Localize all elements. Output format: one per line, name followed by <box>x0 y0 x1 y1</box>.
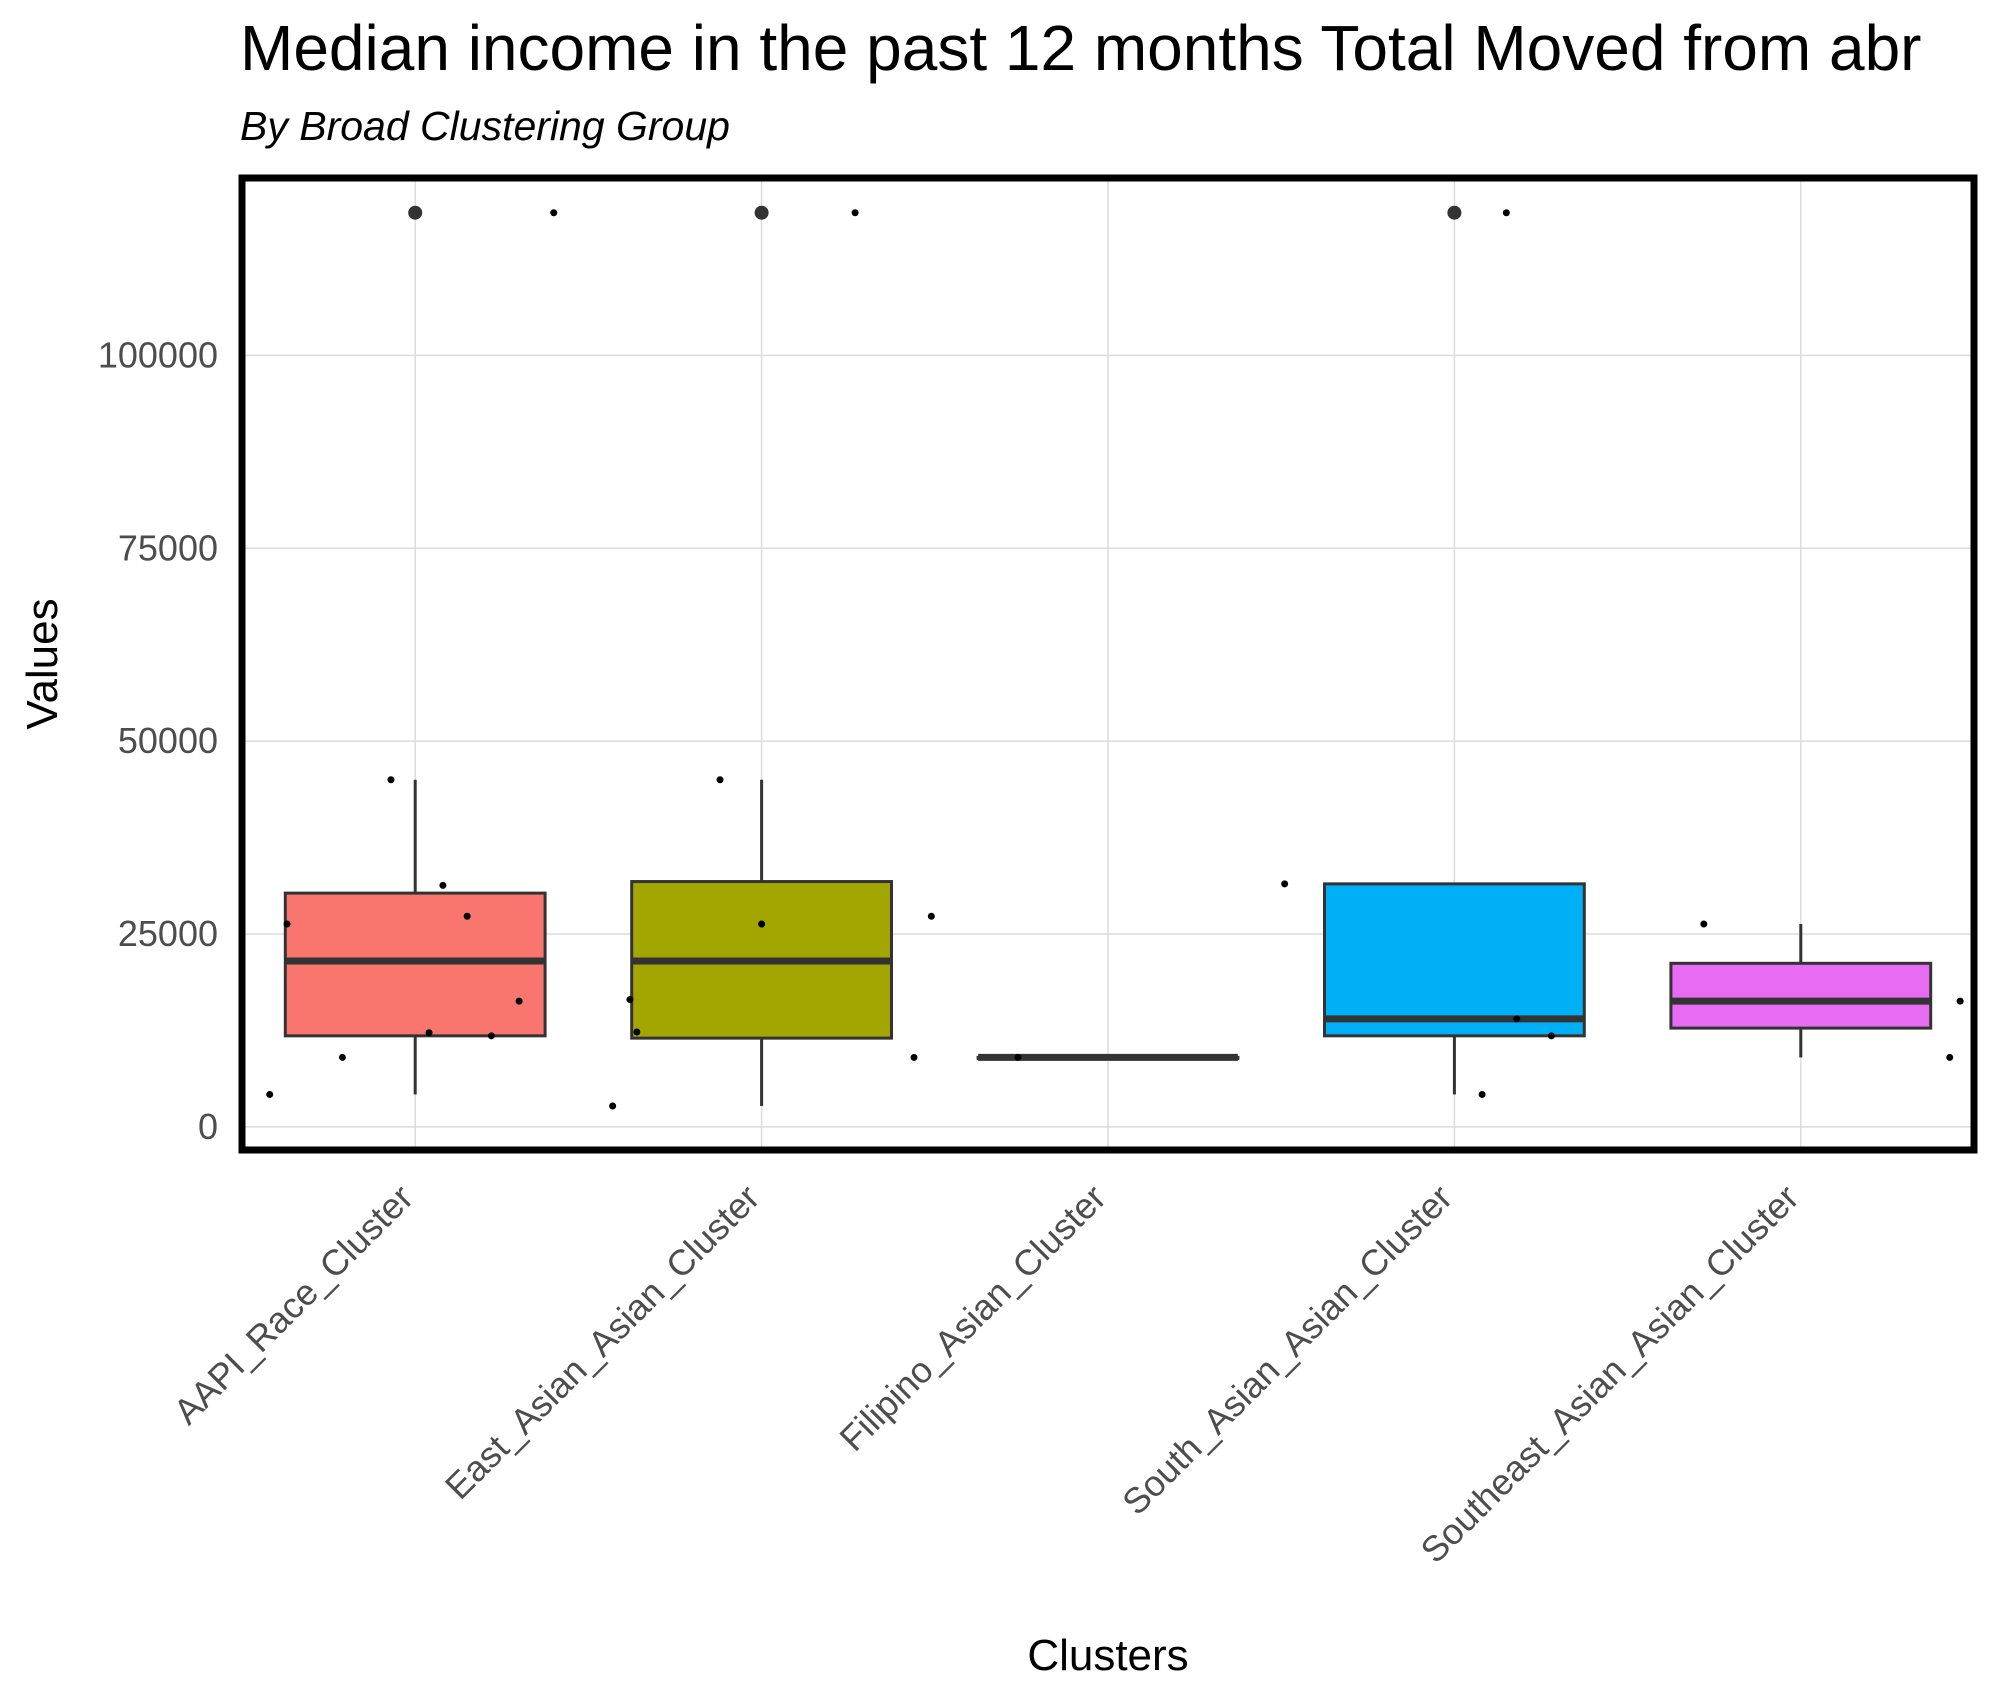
outlier-point <box>754 205 769 220</box>
jitter-point <box>387 776 395 784</box>
box <box>1669 961 1933 1030</box>
y-tick-label: 25000 <box>118 913 218 954</box>
jitter-point <box>927 912 935 920</box>
jitter-point <box>1946 1053 1954 1061</box>
chart-title: Median income in the past 12 months Tota… <box>240 12 1921 84</box>
jitter-point <box>550 209 558 217</box>
points-layer <box>266 205 1964 1110</box>
jitter-point <box>626 996 634 1004</box>
jitter-point <box>1014 1053 1022 1061</box>
jitter-point <box>439 881 447 889</box>
outlier-point <box>408 205 423 220</box>
outlier-point <box>1447 205 1462 220</box>
jitter-point <box>910 1053 918 1061</box>
jitter-point <box>283 920 291 928</box>
y-axis-ticks: 0 25000 50000 75000 100000 <box>98 334 218 1146</box>
jitter-point <box>463 912 471 920</box>
chart-subtitle: By Broad Clustering Group <box>240 103 730 149</box>
x-axis-title: Clusters <box>1027 1631 1188 1680</box>
jitter-point <box>758 920 766 928</box>
jitter-point <box>1513 1015 1521 1023</box>
boxes-layer <box>283 779 1933 1107</box>
jitter-point <box>266 1090 274 1098</box>
jitter-point <box>851 209 859 217</box>
jitter-point <box>716 776 724 784</box>
jitter-point <box>1478 1090 1486 1098</box>
y-axis-title: Values <box>18 598 67 729</box>
y-tick-label: 75000 <box>118 527 218 568</box>
jitter-point <box>515 997 523 1005</box>
x-tick-label: Filipino_Asian_Cluster <box>831 1177 1113 1459</box>
jitter-point <box>1502 209 1510 217</box>
y-tick-label: 100000 <box>98 334 218 375</box>
jitter-point <box>633 1028 641 1036</box>
x-tick-label: Southeast_Asian_Asian_Cluster <box>1412 1177 1806 1571</box>
jitter-point <box>1700 920 1708 928</box>
x-tick-label: East_Asian_Asian_Cluster <box>437 1177 767 1507</box>
y-tick-label: 0 <box>198 1106 218 1147</box>
jitter-point <box>425 1029 433 1037</box>
x-tick-label: South_Asian_Asian_Cluster <box>1114 1177 1460 1523</box>
x-tick-label: AAPI_Race_Cluster <box>165 1177 420 1432</box>
jitter-point <box>487 1032 495 1040</box>
x-axis-ticks: AAPI_Race_Cluster East_Asian_Asian_Cluste… <box>165 1177 1806 1571</box>
jitter-point <box>338 1053 346 1061</box>
box <box>1323 882 1586 1038</box>
panel-border <box>238 174 1978 1154</box>
y-tick-label: 50000 <box>118 720 218 761</box>
jitter-point <box>1281 880 1289 888</box>
jitter-point <box>609 1102 617 1110</box>
jitter-point <box>1956 997 1964 1005</box>
jitter-point <box>1547 1032 1555 1040</box>
